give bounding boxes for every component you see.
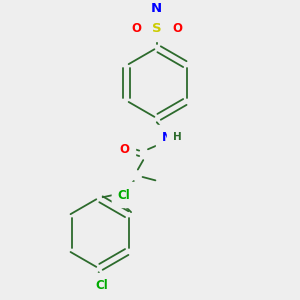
Text: O: O xyxy=(119,143,129,156)
Text: O: O xyxy=(172,22,182,35)
Text: Cl: Cl xyxy=(95,279,108,292)
Text: O: O xyxy=(118,188,128,200)
Text: O: O xyxy=(131,22,142,35)
Text: S: S xyxy=(152,22,162,35)
Text: N: N xyxy=(151,2,162,15)
Text: N: N xyxy=(162,130,172,144)
Text: H: H xyxy=(173,132,182,142)
Text: Cl: Cl xyxy=(117,189,130,202)
